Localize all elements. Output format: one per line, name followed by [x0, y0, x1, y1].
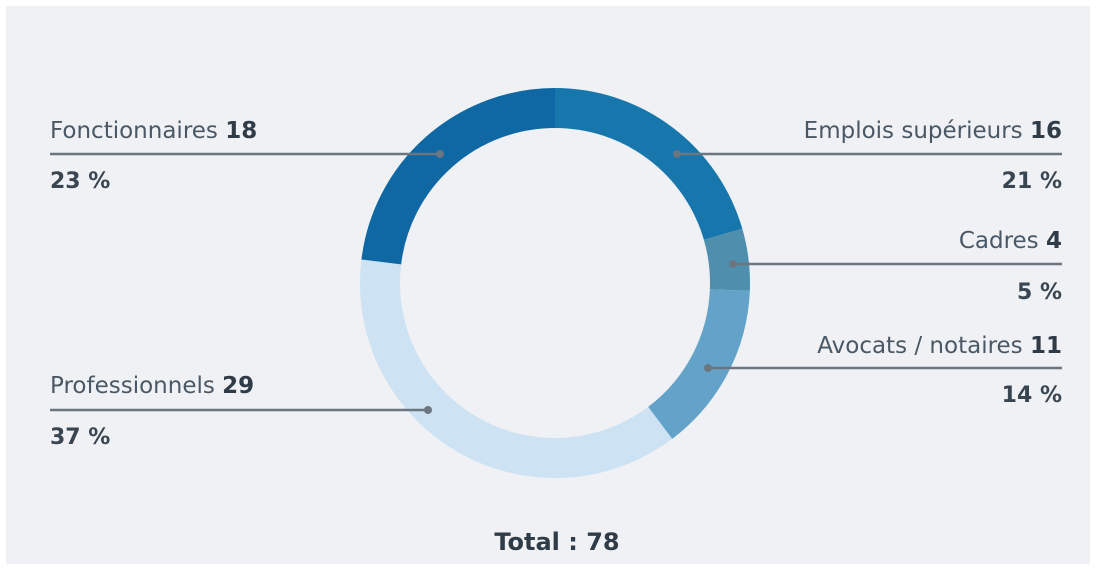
donut-slice	[703, 228, 750, 291]
percent-label: 21 %	[1002, 169, 1062, 194]
category-name: Emplois supérieurs	[804, 118, 1023, 144]
category-name: Fonctionnaires	[50, 118, 218, 144]
category-value: 18	[225, 118, 257, 144]
category-label: Emplois supérieurs 16	[804, 118, 1062, 144]
category-name: Professionnels	[50, 373, 215, 399]
category-value: 16	[1030, 118, 1062, 144]
category-value: 29	[222, 373, 254, 399]
category-name: Cadres	[959, 228, 1039, 254]
category-label: Professionnels 29	[50, 373, 254, 399]
category-label: Cadres 4	[959, 228, 1062, 254]
leader-dot	[436, 150, 444, 158]
donut-slice	[360, 259, 673, 478]
percent-label: 14 %	[1002, 383, 1062, 408]
percent-label: 37 %	[50, 425, 110, 450]
leader-dot	[673, 150, 681, 158]
category-value: 11	[1030, 333, 1062, 359]
percent-label: 23 %	[50, 169, 110, 194]
total-value: 78	[586, 528, 619, 556]
category-name: Avocats / notaires	[817, 333, 1022, 359]
percent-label: 5 %	[1017, 280, 1062, 305]
leader-dot	[424, 406, 432, 414]
total-label: Total :	[494, 528, 578, 556]
category-label: Fonctionnaires 18	[50, 118, 257, 144]
category-value: 4	[1046, 228, 1062, 254]
donut-slice	[647, 288, 750, 439]
leader-dot	[704, 364, 712, 372]
total: Total : 78	[494, 528, 619, 556]
leader-dot	[729, 260, 737, 268]
donut-slice	[554, 88, 743, 241]
category-label: Avocats / notaires 11	[817, 333, 1062, 359]
